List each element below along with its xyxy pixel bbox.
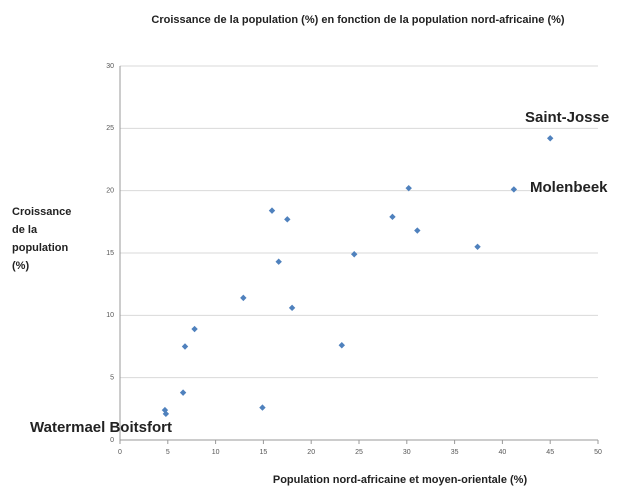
y-tick-label: 20 bbox=[106, 188, 114, 195]
y-tick-label: 10 bbox=[106, 312, 114, 319]
y-axis-label: Croissance bbox=[12, 206, 71, 218]
x-tick-label: 35 bbox=[451, 449, 459, 456]
x-tick-label: 30 bbox=[403, 449, 411, 456]
point bbox=[181, 343, 189, 350]
x-tick-label: 40 bbox=[499, 449, 507, 456]
point bbox=[284, 216, 291, 223]
point bbox=[414, 227, 421, 234]
point bbox=[191, 325, 198, 333]
point bbox=[162, 410, 170, 418]
x-tick-label: 25 bbox=[355, 449, 363, 456]
x-axis-label: Population nord-africaine et moyen-orien… bbox=[273, 474, 528, 486]
x-tick-label: 20 bbox=[307, 449, 315, 456]
point bbox=[351, 251, 358, 258]
point bbox=[240, 294, 247, 302]
y-axis-label: de la bbox=[12, 224, 38, 236]
point bbox=[510, 186, 518, 193]
point bbox=[288, 304, 296, 312]
x-tick-label: 15 bbox=[260, 449, 268, 456]
point bbox=[275, 258, 282, 265]
x-tick-label: 50 bbox=[594, 449, 602, 456]
y-tick-label: 25 bbox=[106, 125, 114, 132]
annotation: Molenbeek bbox=[530, 179, 608, 196]
y-tick-label: 15 bbox=[106, 250, 114, 257]
x-tick-label: 5 bbox=[166, 449, 170, 456]
point bbox=[179, 389, 187, 396]
point bbox=[405, 184, 412, 192]
point bbox=[338, 342, 345, 349]
annotation: Watermael Boitsfort bbox=[30, 419, 172, 436]
point bbox=[389, 213, 396, 221]
y-axis-label: population bbox=[12, 242, 68, 254]
y-tick-label: 30 bbox=[106, 63, 114, 70]
chart-title: Croissance de la population (%) en fonct… bbox=[151, 14, 564, 26]
point bbox=[547, 135, 554, 142]
y-tick-label: 0 bbox=[110, 437, 114, 444]
x-tick-label: 0 bbox=[118, 449, 122, 456]
point bbox=[474, 243, 481, 250]
point bbox=[259, 404, 266, 411]
y-axis-label: (%) bbox=[12, 260, 29, 272]
point bbox=[268, 207, 276, 214]
x-tick-label: 10 bbox=[212, 449, 220, 456]
x-tick-label: 45 bbox=[546, 449, 554, 456]
annotation: Saint-Josse bbox=[525, 109, 609, 126]
y-tick-label: 5 bbox=[110, 375, 114, 382]
